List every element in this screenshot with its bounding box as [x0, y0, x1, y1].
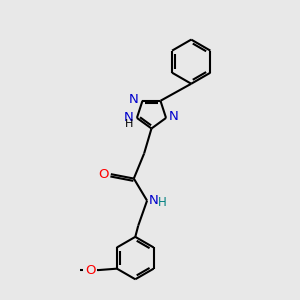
Text: N: N: [129, 93, 139, 106]
Text: O: O: [85, 264, 95, 277]
Text: N: N: [124, 111, 134, 124]
Text: H: H: [125, 119, 134, 129]
Text: O: O: [98, 168, 109, 181]
Text: N: N: [169, 110, 179, 123]
Text: N: N: [148, 194, 158, 207]
Text: H: H: [158, 196, 167, 209]
